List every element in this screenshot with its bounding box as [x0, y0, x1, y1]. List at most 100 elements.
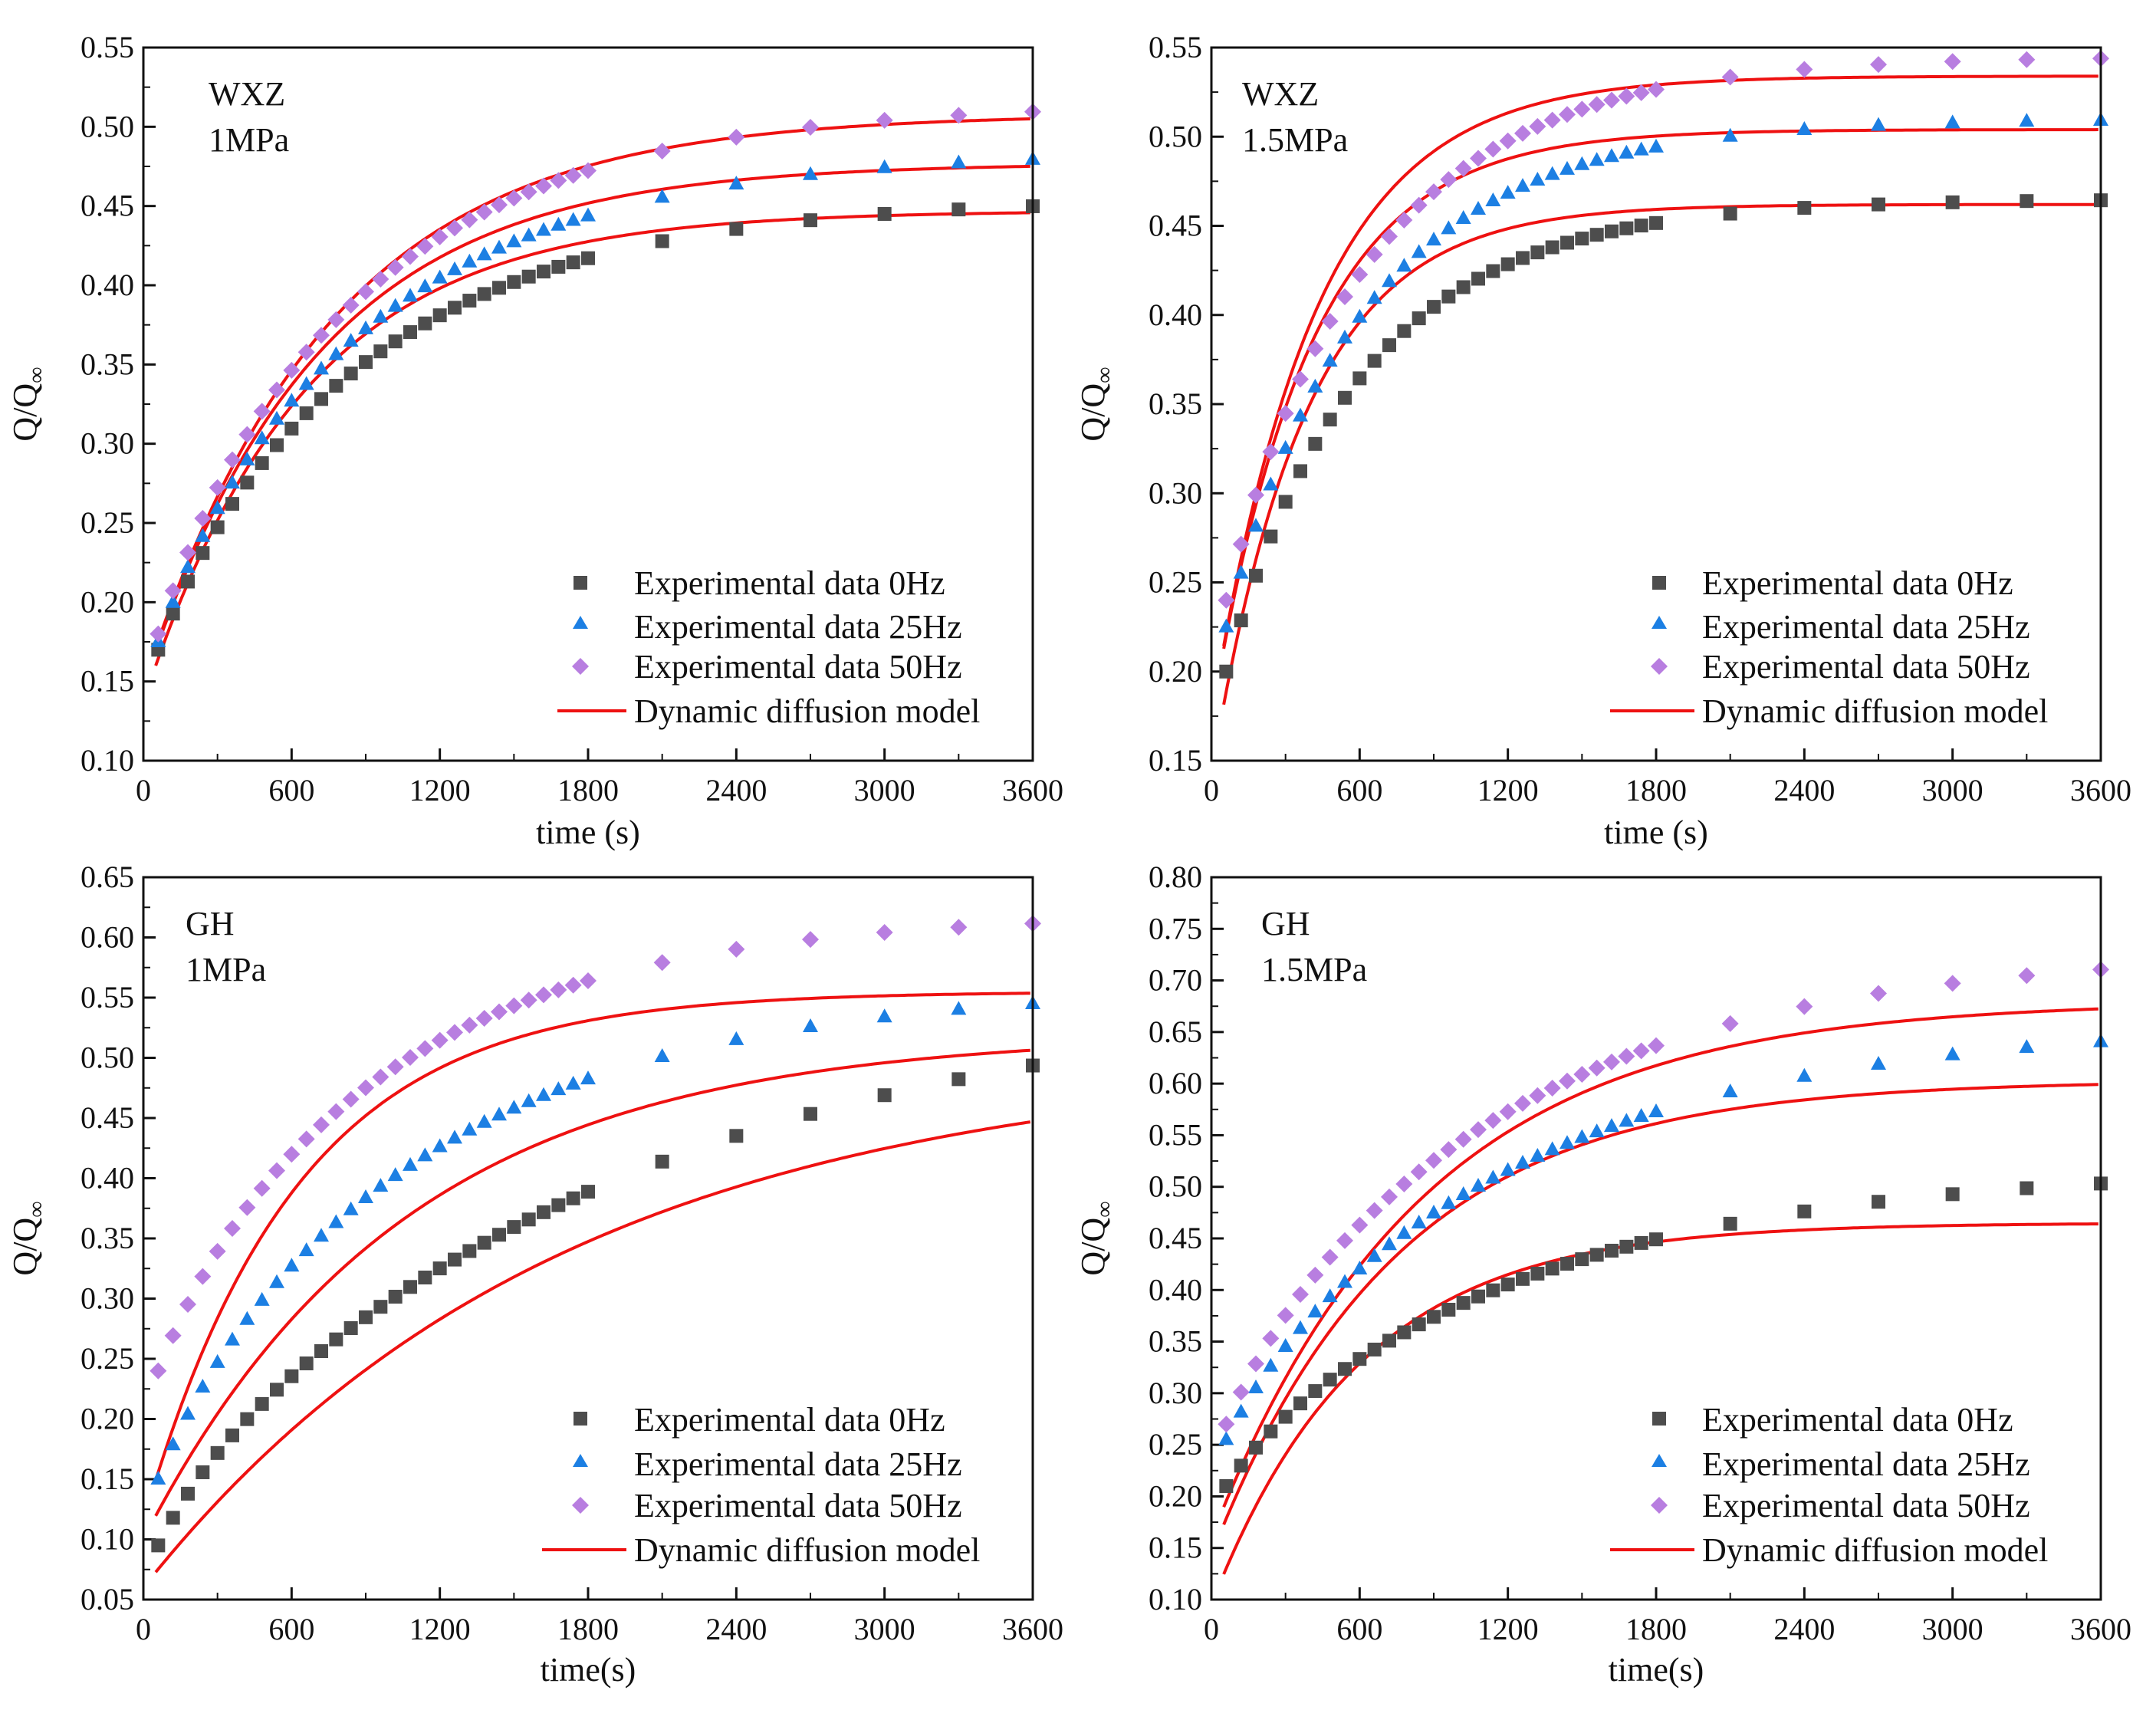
data-points [1218, 961, 2109, 1493]
data-point-25hz [1277, 1338, 1293, 1353]
data-point-25hz [225, 1331, 240, 1346]
data-point-25hz [506, 1100, 522, 1114]
data-point-0hz [1456, 280, 1471, 294]
data-point-0hz [255, 1396, 269, 1411]
data-point-0hz [1352, 1352, 1367, 1366]
data-point-50hz [431, 228, 449, 245]
y-tick-label: 0.75 [1149, 911, 1202, 945]
data-point-25hz [1411, 244, 1427, 258]
legend-label-model: Dynamic diffusion model [634, 1531, 980, 1569]
data-point-50hz [1573, 100, 1591, 118]
data-point-50hz [1395, 211, 1413, 229]
data-point-50hz [1721, 1014, 1739, 1032]
data-point-0hz [388, 1290, 403, 1304]
data-point-25hz [1485, 192, 1501, 207]
data-point-0hz [1560, 1257, 1574, 1271]
data-point-50hz [1559, 106, 1576, 123]
data-point-25hz [314, 1228, 329, 1242]
data-point-25hz [654, 189, 670, 203]
data-point-25hz [521, 1093, 537, 1107]
data-point-50hz [1721, 68, 1739, 86]
data-point-0hz [581, 1185, 595, 1199]
data-point-0hz [521, 269, 536, 284]
data-point-0hz [343, 367, 358, 381]
data-point-0hz [388, 334, 403, 349]
data-point-25hz [1722, 127, 1738, 142]
data-point-50hz [446, 1024, 463, 1041]
x-tick-label: 600 [268, 773, 314, 807]
model-curve-25hz [1222, 128, 2098, 649]
data-point-25hz [1233, 1403, 1249, 1418]
legend: Experimental data 0Hz Experimental data … [1610, 1401, 2048, 1569]
y-tick-label: 0.35 [81, 347, 134, 381]
data-point-25hz [580, 207, 596, 222]
data-point-50hz [802, 931, 819, 949]
data-point-25hz [239, 1310, 255, 1325]
data-point-50hz [297, 344, 315, 361]
data-point-25hz [387, 298, 403, 312]
data-point-25hz [403, 288, 418, 302]
data-point-25hz [328, 346, 344, 360]
data-point-25hz [1500, 1162, 1516, 1176]
data-point-50hz [238, 426, 256, 443]
data-point-25hz [2019, 1039, 2035, 1054]
data-point-0hz [1382, 1333, 1396, 1348]
legend-marker-0hz [574, 576, 587, 590]
y-tick-label: 0.25 [81, 505, 134, 540]
data-point-25hz [1544, 166, 1560, 180]
data-point-0hz [1427, 1310, 1441, 1324]
data-point-0hz [655, 234, 669, 248]
data-point-0hz [1219, 664, 1234, 679]
data-point-0hz [284, 421, 299, 436]
panel-wxz-1mpa: 0 600 1200 1800 2400 3000 3600 0.10 0.15 0.20 0.25… [6, 30, 1063, 851]
data-point-0hz [1367, 1342, 1382, 1356]
y-tick-label: 0.40 [81, 1161, 134, 1195]
data-point-50hz [1454, 1130, 1472, 1148]
data-point-50hz [564, 166, 582, 184]
data-point-50hz [268, 381, 285, 399]
data-point-0hz [1619, 221, 1634, 235]
data-point-0hz [1516, 1271, 1530, 1286]
data-point-50hz [1292, 370, 1309, 388]
data-point-50hz [342, 296, 360, 314]
data-point-50hz [179, 544, 196, 561]
data-point-0hz [299, 1356, 314, 1370]
data-point-25hz [1366, 290, 1382, 304]
data-point-0hz [373, 344, 388, 359]
data-point-50hz [402, 1048, 419, 1066]
data-point-25hz [1396, 258, 1412, 272]
data-point-0hz [1249, 1440, 1263, 1455]
data-point-50hz [1306, 1266, 1324, 1284]
data-point-25hz [551, 216, 567, 231]
data-point-25hz [1248, 1380, 1264, 1394]
pressure-label: 1MPa [209, 121, 289, 159]
data-point-50hz [431, 1031, 449, 1049]
data-point-0hz [418, 316, 432, 330]
data-point-0hz [240, 475, 255, 490]
data-point-0hz [225, 1428, 239, 1442]
x-axis-title: time (s) [536, 814, 640, 851]
data-point-50hz [1425, 1152, 1442, 1169]
data-point-50hz [1514, 124, 1531, 142]
data-point-0hz [1723, 1216, 1737, 1231]
data-point-0hz [1249, 568, 1263, 583]
data-point-0hz [329, 379, 343, 393]
data-point-50hz [1336, 1232, 1353, 1249]
data-point-25hz [417, 278, 433, 293]
data-point-25hz [1366, 1248, 1382, 1262]
data-point-50hz [580, 972, 597, 990]
data-point-50hz [386, 258, 404, 276]
data-point-50hz [1543, 111, 1561, 129]
y-tick-label: 0.25 [81, 1341, 134, 1376]
data-point-50hz [372, 271, 389, 288]
x-tick-label: 2400 [1773, 773, 1835, 807]
y-tick-label: 0.25 [1149, 1427, 1202, 1462]
data-point-50hz [876, 111, 893, 129]
data-point-50hz [1262, 443, 1280, 461]
data-point-50hz [1321, 1248, 1339, 1266]
data-point-0hz [1589, 1248, 1604, 1262]
data-point-25hz [491, 239, 507, 254]
data-point-0hz [1456, 1296, 1471, 1310]
data-point-50hz [475, 1009, 493, 1027]
data-point-25hz [195, 528, 211, 542]
